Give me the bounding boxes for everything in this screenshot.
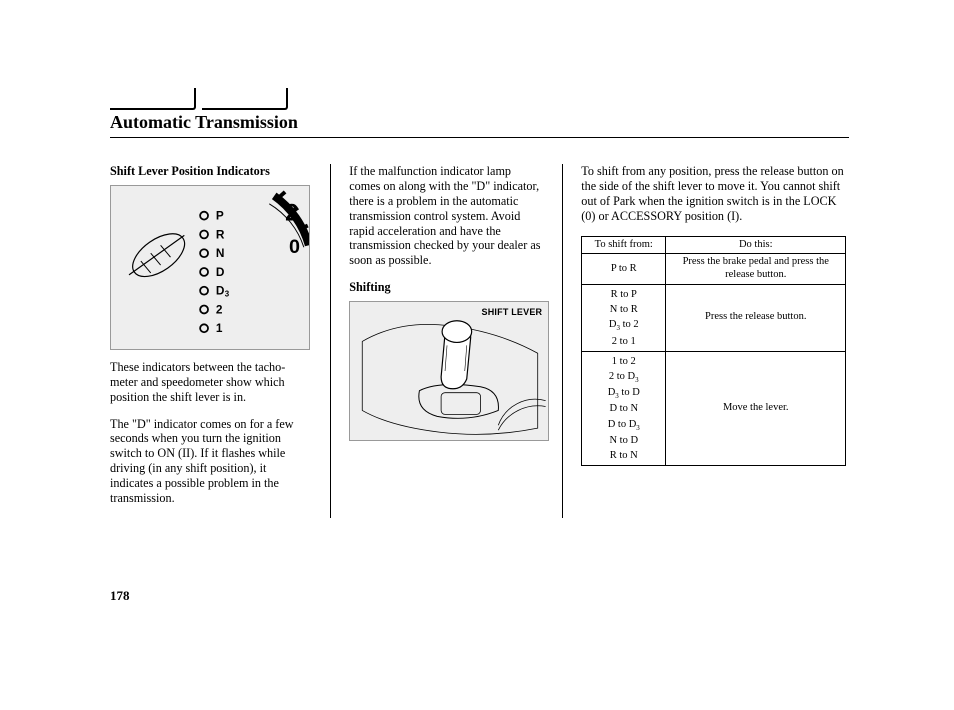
gauge-number: 2 xyxy=(285,200,298,226)
page-title: Automatic Transmission xyxy=(110,112,849,138)
shift-from-cell: 1 to 22 to D3D3 to DD to ND to D3N to DR… xyxy=(582,351,666,466)
svg-text:D: D xyxy=(216,284,225,298)
shift-table-head-left: To shift from: xyxy=(582,236,666,254)
indicator-figure: 2 0 P R N D xyxy=(110,185,310,350)
tab-1 xyxy=(110,88,196,110)
svg-text:N: N xyxy=(216,246,225,260)
shift-lever-svg xyxy=(350,302,548,440)
shift-from-cell: P to R xyxy=(582,254,666,285)
svg-text:P: P xyxy=(216,208,224,222)
column-3: To shift from any position, press the re… xyxy=(563,164,849,518)
column-1: Shift Lever Position Indicators 2 0 xyxy=(110,164,331,518)
svg-text:3: 3 xyxy=(225,290,230,299)
shift-from-cell: R to PN to RD3 to 22 to 1 xyxy=(582,284,666,351)
col1-para2: The "D" indicator comes on for a few sec… xyxy=(110,417,312,506)
shift-table-head-right: Do this: xyxy=(666,236,846,254)
page-number: 178 xyxy=(110,588,130,604)
svg-text:D: D xyxy=(216,265,225,279)
content-columns: Shift Lever Position Indicators 2 0 xyxy=(110,164,849,518)
shift-action-cell: Press the brake pedal and press the rele… xyxy=(666,254,846,285)
tab-2 xyxy=(202,88,288,110)
shifting-heading: Shifting xyxy=(349,280,544,295)
svg-text:0: 0 xyxy=(289,236,300,258)
shift-table: To shift from: Do this: P to RPress the … xyxy=(581,236,846,467)
shift-action-cell: Move the lever. xyxy=(666,351,846,466)
shift-indicators-heading: Shift Lever Position Indicators xyxy=(110,164,312,179)
column-2: If the malfunction indicator lamp comes … xyxy=(331,164,563,518)
shift-table-body: P to RPress the brake pedal and press th… xyxy=(582,254,846,466)
col3-para1: To shift from any position, press the re… xyxy=(581,164,849,224)
svg-text:1: 1 xyxy=(216,321,223,335)
shift-lever-label: SHIFT LEVER xyxy=(482,307,543,318)
indicator-svg: 2 0 P R N D xyxy=(111,186,309,349)
tab-row xyxy=(110,88,849,110)
shift-lever-figure: SHIFT LEVER xyxy=(349,301,549,441)
svg-text:2: 2 xyxy=(216,302,223,316)
table-row: 1 to 22 to D3D3 to DD to ND to D3N to DR… xyxy=(582,351,846,466)
table-row: P to RPress the brake pedal and press th… xyxy=(582,254,846,285)
svg-text:R: R xyxy=(216,227,225,241)
manual-page: Automatic Transmission Shift Lever Posit… xyxy=(0,0,954,518)
shift-action-cell: Press the release button. xyxy=(666,284,846,351)
col2-para1: If the malfunction indicator lamp comes … xyxy=(349,164,544,268)
table-row: R to PN to RD3 to 22 to 1Press the relea… xyxy=(582,284,846,351)
col1-para1: These indicators between the tacho-meter… xyxy=(110,360,312,405)
indicator-list: P R N D D3 2 1 xyxy=(200,208,230,335)
